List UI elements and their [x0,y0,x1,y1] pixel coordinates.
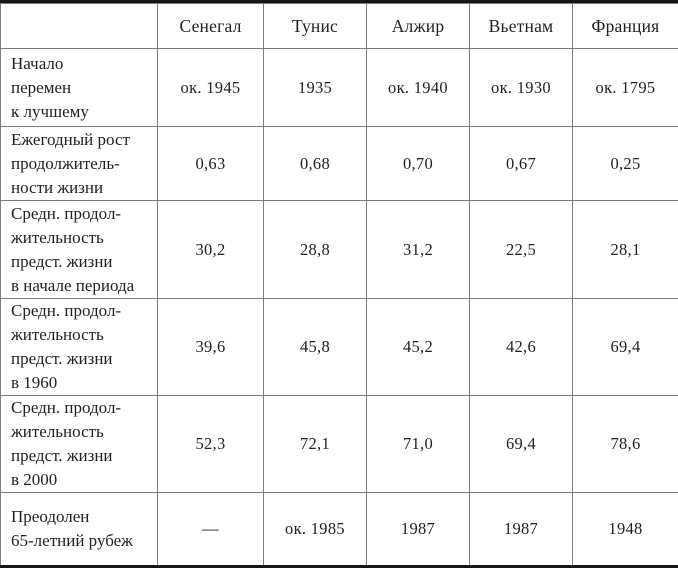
value-cell: 71,0 [366,395,470,493]
bottom-rule [0,565,678,568]
table-row: Ежегодный рост продолжитель- ности жизни… [0,126,678,201]
value-cell: 0,68 [263,126,367,201]
header-row: Сенегал Тунис Алжир Вьетнам Франция [0,3,678,49]
column-header-tunis: Тунис [263,3,367,49]
value-cell: — [157,492,264,566]
row-label: Средн. продол- жительность предст. жизни… [0,200,158,299]
value-cell: ок. 1930 [469,48,573,127]
value-cell: ок. 1945 [157,48,264,127]
row-label: Ежегодный рост продолжитель- ности жизни [0,126,158,201]
column-header-france: Франция [572,3,678,49]
value-cell: 0,63 [157,126,264,201]
value-cell: 72,1 [263,395,367,493]
value-cell: 1935 [263,48,367,127]
row-label: Средн. продол- жительность предст. жизни… [0,298,158,396]
value-cell: 1948 [572,492,678,566]
value-cell: 45,8 [263,298,367,396]
column-header-senegal: Сенегал [157,3,264,49]
value-cell: 1987 [469,492,573,566]
column-header-algeria: Алжир [366,3,470,49]
value-cell: 39,6 [157,298,264,396]
table-row: Средн. продол- жительность предст. жизни… [0,200,678,299]
table-row: Средн. продол- жительность предст. жизни… [0,395,678,493]
row-label: Начало перемен к лучшему [0,48,158,127]
value-cell: 28,1 [572,200,678,299]
value-cell: 28,8 [263,200,367,299]
row-label: Преодолен 65-летний рубеж [0,492,158,566]
value-cell: 30,2 [157,200,264,299]
value-cell: 45,2 [366,298,470,396]
table-row: Средн. продол- жительность предст. жизни… [0,298,678,396]
life-expectancy-table: Сенегал Тунис Алжир Вьетнам Франция Нача… [0,3,678,566]
corner-cell [0,3,158,49]
value-cell: 22,5 [469,200,573,299]
value-cell: ок. 1940 [366,48,470,127]
value-cell: 69,4 [469,395,573,493]
value-cell: ок. 1795 [572,48,678,127]
value-cell: 31,2 [366,200,470,299]
value-cell: 0,70 [366,126,470,201]
value-cell: 1987 [366,492,470,566]
value-cell: 78,6 [572,395,678,493]
value-cell: 0,67 [469,126,573,201]
top-rule [0,0,678,3]
value-cell: 42,6 [469,298,573,396]
value-cell: 69,4 [572,298,678,396]
table-row: Начало перемен к лучшему ок. 1945 1935 о… [0,48,678,127]
table-row: Преодолен 65-летний рубеж — ок. 1985 198… [0,492,678,566]
value-cell: 52,3 [157,395,264,493]
row-label: Средн. продол- жительность предст. жизни… [0,395,158,493]
value-cell: ок. 1985 [263,492,367,566]
value-cell: 0,25 [572,126,678,201]
column-header-vietnam: Вьетнам [469,3,573,49]
